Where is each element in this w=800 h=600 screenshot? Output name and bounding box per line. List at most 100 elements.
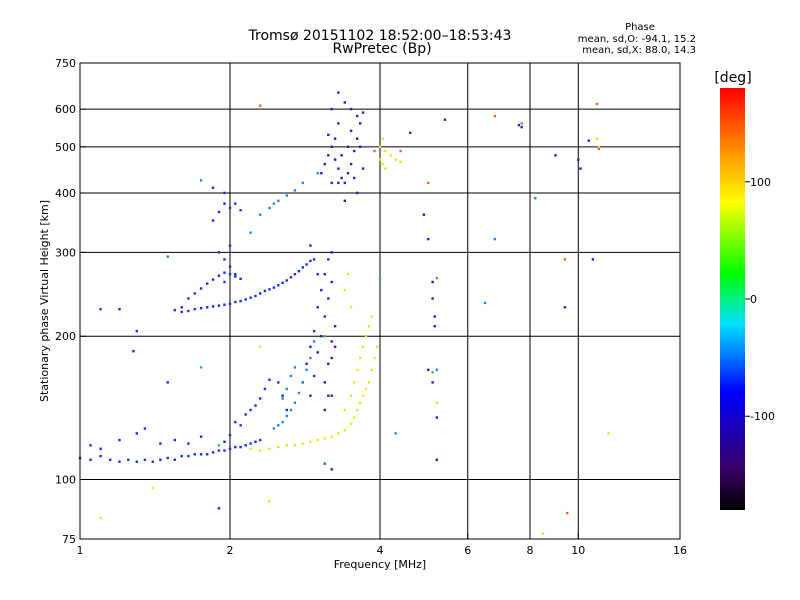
data-series [301,91,595,471]
data-point [211,219,215,222]
data-point [330,468,333,471]
data-point [135,329,138,333]
data-point [272,286,276,289]
data-point [346,273,350,276]
data-point [217,444,221,447]
data-point [199,366,203,369]
data-point [239,424,242,427]
data-point [316,351,319,354]
data-point [159,458,162,461]
data-point [309,259,312,263]
data-point [356,137,359,140]
data-point [327,258,330,261]
data-point [254,440,257,443]
data-point [330,145,333,148]
data-series [99,137,610,535]
data-point [239,445,242,449]
data-point [343,101,346,104]
data-point [394,432,397,435]
data-point [431,371,434,374]
data-point [293,189,297,192]
data-point [199,287,203,290]
data-point [353,149,356,153]
data-point [422,213,426,216]
phase-box-line-o: mean, sd,O: -94.1, 15.2 [578,34,696,45]
data-point [206,282,209,285]
data-point [89,458,92,461]
data-series [166,172,537,465]
data-point [217,251,221,254]
data-point [323,335,326,338]
data-point [381,162,384,166]
data-point [340,154,343,157]
data-point [301,381,304,384]
data-point [309,345,312,348]
y-tick-label: 600 [55,103,76,116]
data-point [193,292,196,295]
data-point [259,104,262,107]
data-points [78,91,610,535]
data-point [277,381,280,384]
data-point [337,181,340,185]
data-point [367,381,371,384]
y-tick-label: 750 [55,57,76,70]
data-point [373,149,376,153]
x-tick-label: 16 [673,544,687,557]
data-point [349,394,353,397]
data-point [289,408,293,412]
data-point [327,297,330,300]
data-point [109,458,112,461]
data-point [312,329,316,333]
data-point [166,456,169,460]
data-point [323,273,326,276]
data-point [435,401,438,404]
data-point [223,202,226,205]
data-point [272,427,276,430]
data-point [554,154,557,157]
data-point [293,444,297,447]
data-point [330,435,333,438]
x-tick-label: 10 [571,544,585,557]
data-point [254,294,257,298]
data-point [173,308,176,312]
data-point [259,397,262,400]
data-point [431,297,434,300]
data-point [118,438,121,442]
plot-grid [80,63,680,539]
data-point [563,306,567,309]
data-point [597,147,601,151]
data-point [316,172,319,175]
data-point [281,281,284,284]
data-point [180,310,183,314]
data-point [234,300,237,304]
data-point [349,107,353,111]
data-point [151,486,154,490]
data-point [353,176,356,180]
data-point [517,124,521,127]
data-point [143,458,147,461]
data-point [378,145,382,148]
data-point [199,307,203,310]
data-point [281,397,284,400]
data-point [356,191,359,195]
data-point [384,149,387,153]
data-point [228,447,232,450]
data-point [228,302,232,305]
data-point [99,454,102,458]
data-point [579,167,582,170]
data-point [259,449,262,452]
data-point [166,381,169,384]
colorbar [720,88,745,510]
data-point [356,408,359,412]
y-tick-label: 200 [55,330,76,343]
data-point [333,325,337,328]
data-point [330,340,333,343]
data-point [361,167,365,170]
data-point [228,273,232,276]
x-tick-label: 1 [77,544,84,557]
data-point [373,356,376,360]
data-point [349,129,353,133]
data-point [378,158,382,161]
data-point [228,265,232,268]
data-point [333,158,337,161]
